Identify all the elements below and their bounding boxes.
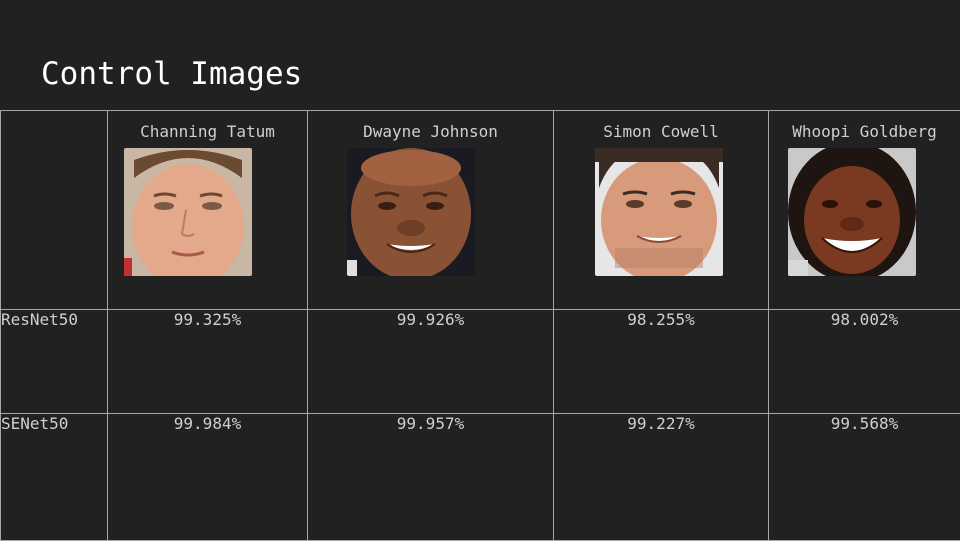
column-header-simon-cowell: Simon Cowell xyxy=(554,111,769,310)
table-cell: 99.568% xyxy=(769,414,960,541)
face-image-simon-cowell xyxy=(595,148,723,276)
table-row: ResNet50 99.325% 99.926% 98.255% 98.002% xyxy=(1,310,960,414)
column-header-dwayne-johnson: Dwayne Johnson xyxy=(308,111,554,310)
table-cell: 98.255% xyxy=(554,310,769,414)
table-cell: 99.325% xyxy=(108,310,308,414)
column-name: Whoopi Goldberg xyxy=(769,111,960,141)
table-cell: 99.984% xyxy=(108,414,308,541)
column-name: Simon Cowell xyxy=(554,111,768,141)
column-name: Dwayne Johnson xyxy=(308,111,553,141)
column-header-channing-tatum: Channing Tatum xyxy=(108,111,308,310)
header-row: Channing Tatum Dwayne Johnson xyxy=(1,111,960,310)
column-name: Channing Tatum xyxy=(108,111,307,141)
table-cell: 99.957% xyxy=(308,414,554,541)
corner-cell xyxy=(1,111,108,310)
face-image-whoopi-goldberg xyxy=(788,148,916,276)
slide-title: Control Images xyxy=(41,56,302,92)
face-image-dwayne-johnson xyxy=(347,148,475,276)
table-row: SENet50 99.984% 99.957% 99.227% 99.568% xyxy=(1,414,960,541)
row-label: ResNet50 xyxy=(1,310,108,414)
table-cell: 99.227% xyxy=(554,414,769,541)
table-cell: 98.002% xyxy=(769,310,960,414)
row-label: SENet50 xyxy=(1,414,108,541)
column-header-whoopi-goldberg: Whoopi Goldberg xyxy=(769,111,960,310)
face-image-channing-tatum xyxy=(124,148,252,276)
results-table: Channing Tatum Dwayne Johnson xyxy=(0,110,960,541)
table-cell: 99.926% xyxy=(308,310,554,414)
